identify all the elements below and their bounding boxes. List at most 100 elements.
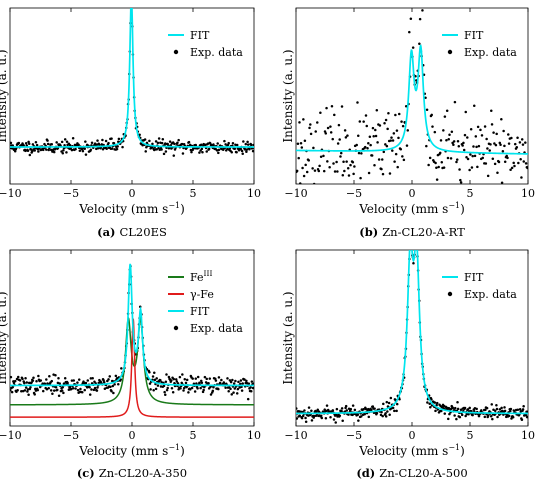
data-point [390, 136, 393, 139]
data-point [168, 140, 172, 143]
data-point [501, 149, 505, 153]
data-point [397, 136, 400, 140]
data-point [451, 406, 455, 410]
data-point [160, 141, 164, 145]
data-point [384, 412, 387, 415]
data-point [429, 405, 432, 409]
data-point [31, 149, 34, 153]
data-point [307, 406, 311, 409]
data-point [314, 130, 317, 133]
data-point [424, 96, 427, 100]
data-point [151, 142, 154, 146]
data-point [384, 415, 388, 418]
data-point [513, 142, 517, 146]
data-point [205, 150, 208, 153]
data-point [464, 110, 467, 114]
data-point [62, 391, 65, 395]
data-point [21, 377, 24, 381]
x-axis-label: Velocity (mm s−1) [78, 443, 185, 458]
data-point [374, 134, 378, 138]
data-point [411, 46, 415, 49]
data-point [481, 156, 485, 160]
data-point [347, 174, 351, 177]
data-point [231, 141, 235, 145]
data-point [388, 172, 392, 175]
data-point [166, 386, 169, 390]
data-point [454, 191, 457, 194]
data-point [78, 149, 82, 153]
data-point [37, 150, 40, 153]
data-point [326, 126, 330, 130]
data-point [486, 174, 490, 178]
data-point [58, 382, 61, 385]
data-point [450, 130, 454, 134]
data-point [339, 155, 342, 158]
data-point [48, 375, 51, 378]
x-tick-label: 5 [467, 429, 474, 442]
data-point [155, 377, 158, 380]
data-point [63, 376, 67, 380]
data-point [503, 144, 506, 148]
data-point [65, 140, 69, 144]
data-point [242, 140, 245, 143]
data-point [449, 193, 452, 196]
data-point [435, 401, 439, 405]
data-point [503, 409, 507, 413]
data-point [506, 156, 509, 160]
data-point [473, 154, 477, 158]
data-point [24, 377, 27, 380]
data-point [391, 406, 395, 410]
data-point [409, 244, 412, 247]
data-point [319, 414, 323, 418]
data-point [61, 152, 65, 155]
data-point [189, 143, 192, 147]
data-point [461, 144, 464, 147]
data-point [181, 373, 184, 376]
data-point [74, 387, 77, 390]
data-point [435, 403, 438, 407]
data-point [452, 143, 455, 146]
data-point [522, 160, 525, 163]
data-point [387, 401, 391, 405]
data-point [182, 389, 185, 392]
data-point [462, 148, 466, 152]
data-point [367, 415, 371, 419]
data-point [248, 148, 251, 151]
plot-area [296, 9, 528, 196]
data-point [439, 139, 443, 142]
data-point [84, 381, 88, 385]
data-point [524, 141, 527, 144]
legend-swatch [447, 291, 453, 297]
x-tick-label: −10 [0, 429, 22, 442]
legend-label: FIT [464, 271, 484, 284]
data-point [235, 143, 239, 147]
data-point [445, 109, 449, 112]
data-point [307, 159, 311, 162]
data-point [227, 389, 230, 393]
data-point [414, 75, 417, 78]
data-point [310, 419, 314, 422]
data-point [23, 389, 27, 392]
data-point [358, 120, 362, 123]
data-point [91, 376, 94, 380]
data-point [176, 141, 179, 144]
data-point [522, 404, 525, 408]
data-point [216, 142, 219, 145]
data-point [31, 379, 35, 382]
data-point [45, 378, 48, 381]
data-point [353, 408, 357, 412]
data-point [233, 387, 237, 390]
data-point [309, 123, 312, 126]
data-point [199, 386, 202, 390]
data-point [451, 141, 454, 145]
data-point [447, 137, 450, 141]
data-point [396, 165, 399, 169]
data-point [12, 381, 16, 385]
data-point [340, 105, 344, 108]
data-point [245, 379, 248, 383]
data-point [495, 407, 499, 411]
data-point [510, 166, 514, 170]
data-point [395, 129, 399, 132]
data-point [401, 155, 404, 158]
data-point [459, 181, 463, 184]
